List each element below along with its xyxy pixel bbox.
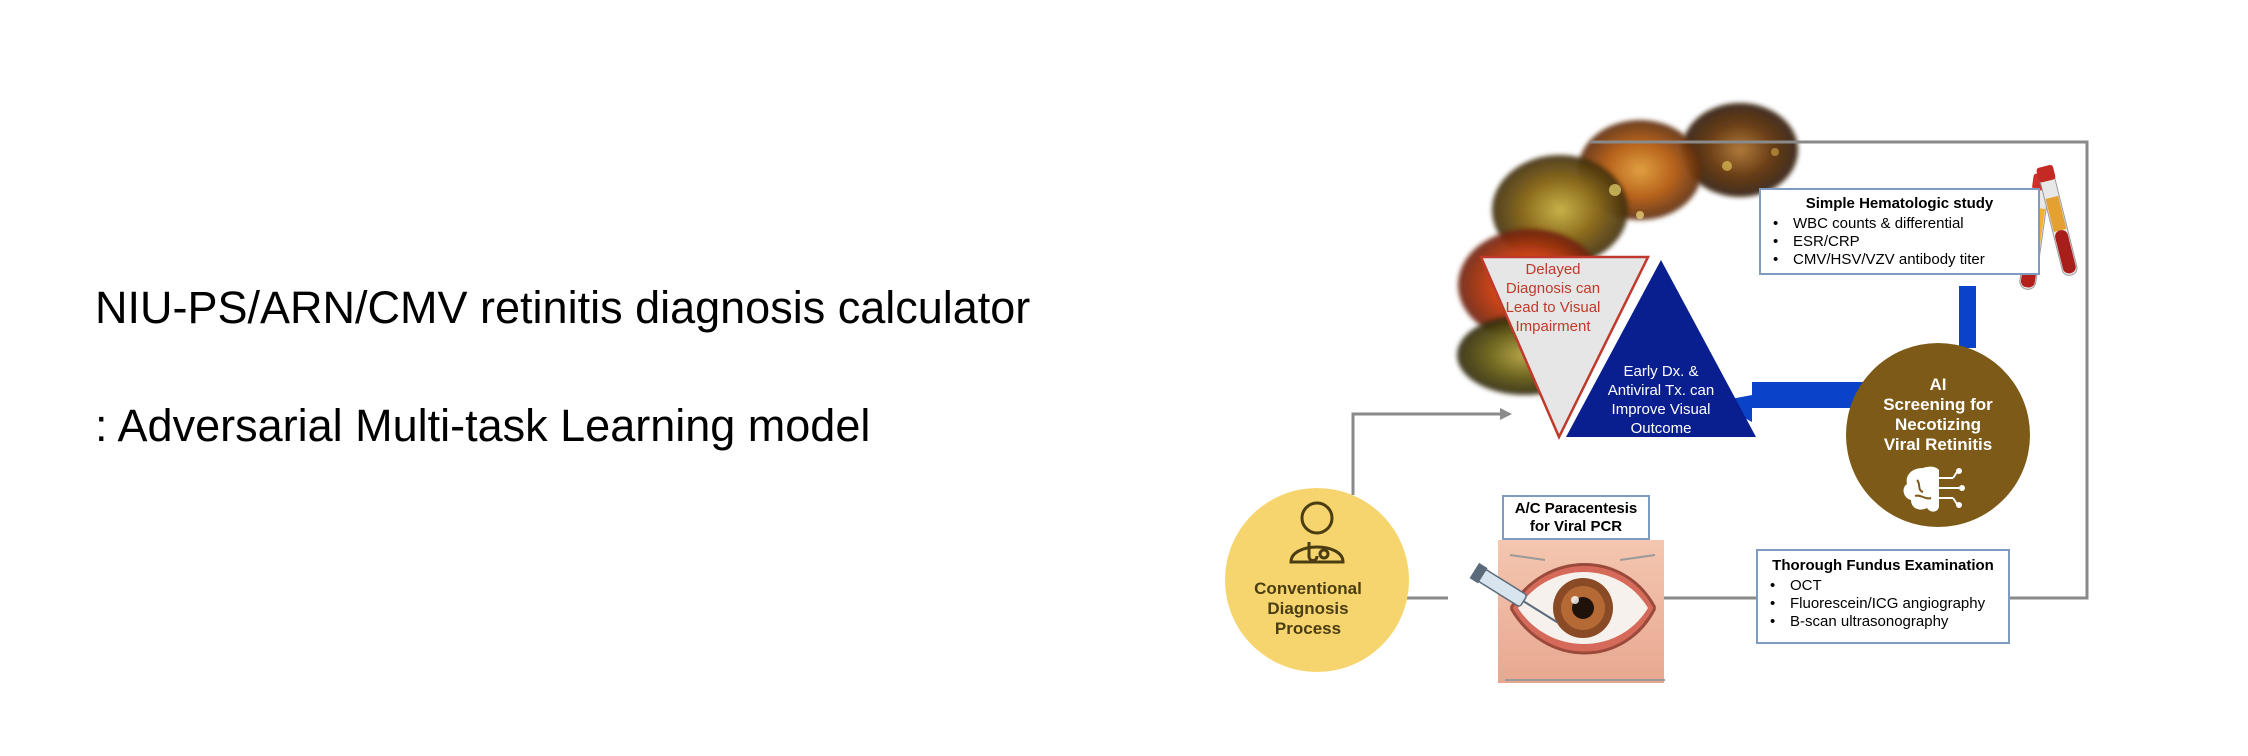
early-line: Antiviral Tx. can (1607, 382, 1715, 399)
list-item: ESR/CRP (1767, 233, 2032, 251)
diagnosis-diagram: Simple Hematologic study WBC counts & di… (1215, 90, 2115, 690)
paracentesis-box: A/C Paracentesis for Viral PCR (1502, 495, 1650, 540)
early-line: Outcome (1630, 420, 1692, 437)
conventional-line: Conventional (1254, 579, 1362, 598)
eye-injection-icon (1469, 540, 1665, 683)
diagram-graphics (1225, 103, 2089, 683)
delayed-triangle (1479, 255, 1651, 440)
title-line-1: NIU-PS/ARN/CMV retinitis diagnosis calcu… (95, 282, 1031, 333)
early-line: Early Dx. & (1623, 363, 1699, 380)
pcr-line: for Viral PCR (1529, 518, 1623, 535)
hematologic-study-list: WBC counts & differential ESR/CRP CMV/HS… (1767, 215, 2032, 269)
list-item: OCT (1764, 577, 2002, 595)
list-item: WBC counts & differential (1767, 215, 2032, 233)
list-item: CMV/HSV/VZV antibody titer (1767, 251, 2032, 269)
ai-screening-circle (1846, 343, 2030, 527)
conventional-circle (1225, 488, 1409, 672)
ai-line: Necotizing (1895, 415, 1981, 434)
ai-screening-text: AI Screening for Necotizing Viral Retini… (1869, 375, 2007, 455)
conventional-line: Process (1274, 619, 1342, 638)
delayed-line: Impairment (1515, 318, 1591, 335)
fundus-examination-box: Thorough Fundus Examination OCT Fluoresc… (1756, 549, 2010, 644)
delayed-line: Delayed (1525, 261, 1581, 278)
delayed-line: Lead to Visual (1505, 299, 1601, 316)
early-treatment-text: Early Dx. & Antiviral Tx. can Improve Vi… (1597, 362, 1725, 438)
fundus-examination-list: OCT Fluorescein/ICG angiography B-scan u… (1764, 577, 2002, 631)
fundus-examination-title: Thorough Fundus Examination (1772, 557, 1994, 574)
ai-line: Viral Retinitis (1883, 435, 1993, 454)
hematologic-study-title: Simple Hematologic study (1805, 195, 1994, 212)
hematologic-study-box: Simple Hematologic study WBC counts & di… (1759, 188, 2040, 275)
early-line: Improve Visual (1611, 401, 1711, 418)
delayed-diagnosis-text: Delayed Diagnosis can Lead to Visual Imp… (1488, 260, 1618, 336)
connector-lines (1351, 140, 2089, 600)
ai-line: AI (1929, 375, 1947, 394)
pcr-line: A/C Paracentesis (1514, 500, 1638, 517)
conventional-line: Diagnosis (1267, 599, 1349, 618)
doctor-icon (1289, 501, 1345, 564)
conventional-diagnosis-text: Conventional Diagnosis Process (1238, 579, 1378, 639)
list-item: Fluorescein/ICG angiography (1764, 595, 2002, 613)
brain-circuit-icon (1903, 466, 1965, 512)
list-item: B-scan ultrasonography (1764, 613, 2002, 631)
left-blue-arrow (1715, 382, 1884, 422)
early-triangle (1566, 260, 1756, 437)
ai-line: Screening for (1883, 395, 1993, 414)
connector-arrowhead (1500, 408, 1512, 420)
delayed-line: Diagnosis can (1505, 280, 1601, 297)
title-line-2: : Adversarial Multi-task Learning model (95, 400, 871, 451)
vertical-blue-connector (1959, 286, 1976, 348)
